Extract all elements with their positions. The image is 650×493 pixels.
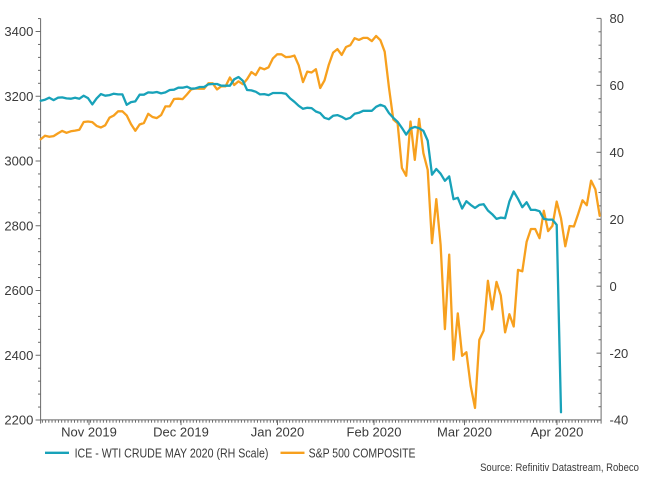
- svg-text:0: 0: [610, 279, 617, 294]
- svg-text:-40: -40: [610, 413, 629, 428]
- svg-text:ICE - WTI CRUDE MAY 2020 (RH S: ICE - WTI CRUDE MAY 2020 (RH Scale): [75, 446, 269, 460]
- svg-text:40: 40: [610, 145, 624, 160]
- svg-text:2600: 2600: [4, 283, 33, 298]
- svg-text:Source: Refinitiv Datastream,: Source: Refinitiv Datastream, Robeco: [480, 462, 639, 474]
- svg-text:2800: 2800: [4, 218, 33, 233]
- svg-text:20: 20: [610, 212, 624, 227]
- svg-text:3400: 3400: [4, 24, 33, 39]
- svg-text:3200: 3200: [4, 89, 33, 104]
- svg-text:S&P 500 COMPOSITE: S&P 500 COMPOSITE: [309, 446, 416, 460]
- svg-text:60: 60: [610, 78, 624, 93]
- svg-text:2200: 2200: [4, 413, 33, 428]
- svg-text:2400: 2400: [4, 348, 33, 363]
- svg-text:80: 80: [610, 11, 624, 26]
- svg-text:-20: -20: [610, 346, 629, 361]
- svg-text:Mar 2020: Mar 2020: [437, 425, 492, 440]
- svg-text:Apr 2020: Apr 2020: [531, 425, 584, 440]
- svg-text:Dec 2019: Dec 2019: [153, 425, 209, 440]
- svg-text:Nov 2019: Nov 2019: [61, 425, 117, 440]
- svg-text:Jan 2020: Jan 2020: [251, 425, 305, 440]
- svg-text:3000: 3000: [4, 154, 33, 169]
- svg-text:Feb 2020: Feb 2020: [347, 425, 402, 440]
